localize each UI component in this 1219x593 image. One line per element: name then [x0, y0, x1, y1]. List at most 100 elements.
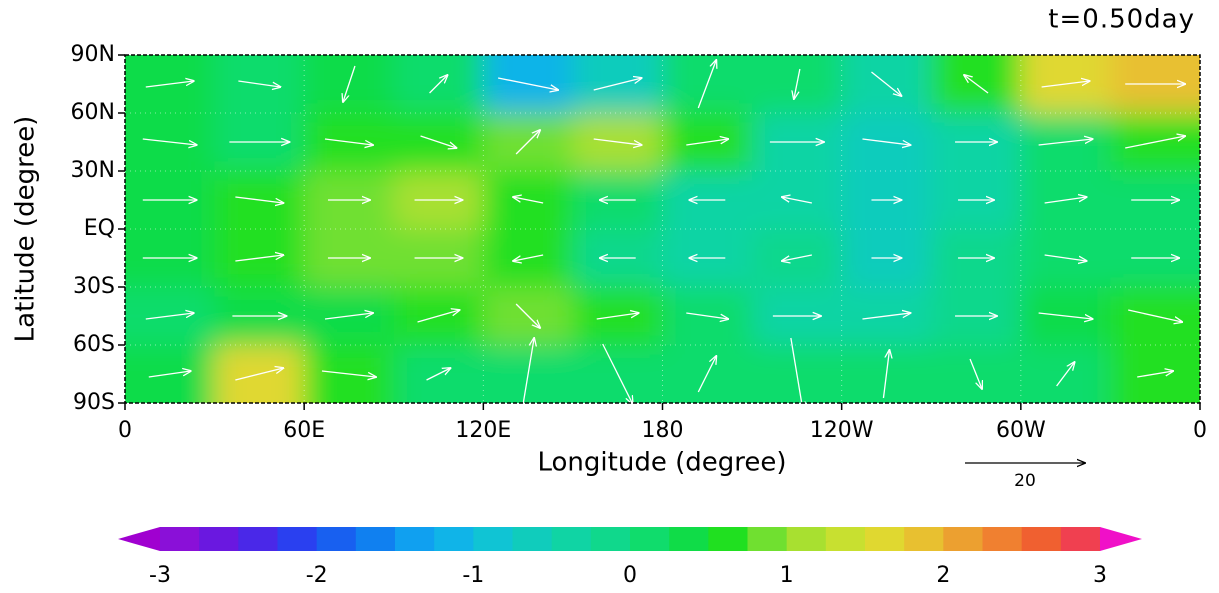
y-tick-label: EQ: [84, 216, 115, 241]
field-cell: [1110, 55, 1200, 113]
y-tick-label: 30S: [73, 274, 115, 299]
colorbar-segment: [786, 527, 827, 551]
colorbar-segment: [904, 527, 944, 551]
colorbar-segment: [708, 527, 748, 551]
x-tick-label: 180: [642, 418, 684, 443]
x-axis-label: Longitude (degree): [538, 448, 787, 478]
colorbar-segment: [747, 527, 788, 551]
wind-vector: [871, 71, 901, 96]
wind-vector: [593, 78, 642, 91]
wind-vector: [1041, 81, 1090, 88]
y-axis-label: Latitude (degree): [11, 116, 41, 343]
colorbar-segment: [316, 527, 357, 551]
wind-vector: [862, 313, 910, 320]
wind-vector: [790, 337, 803, 403]
colorbar-tick-label: -2: [306, 563, 328, 588]
colorbar-tick-label: 1: [780, 563, 794, 588]
colorbar-segment: [943, 527, 983, 551]
colorbar-segment: [1021, 527, 1062, 551]
wind-vector: [686, 312, 728, 319]
x-tick-label: 120W: [810, 418, 874, 443]
wind-vector: [794, 68, 801, 99]
colorbar-segment: [395, 527, 435, 551]
wind-vector: [602, 343, 633, 403]
wind-vector: [882, 350, 889, 399]
wind-vector: [324, 313, 373, 320]
wind-vector: [321, 370, 376, 377]
colorbar-segment: [512, 527, 553, 551]
wind-vector: [686, 139, 728, 146]
wind-vector: [420, 135, 457, 148]
colorbar-segment: [630, 527, 670, 551]
wind-vector: [862, 138, 910, 145]
wind-vector: [782, 197, 813, 204]
x-tick-label: 60W: [996, 418, 1046, 443]
field-cell: [1020, 55, 1111, 113]
wind-vector: [515, 303, 540, 328]
wind-vector: [1137, 371, 1173, 378]
colorbar-segment: [473, 527, 513, 551]
x-tick-label: 0: [1193, 418, 1207, 443]
colorbar-segment: [865, 527, 905, 551]
y-tick-label: 60N: [71, 100, 115, 125]
field-cell: [662, 55, 753, 113]
chart-title: t=0.50day: [1048, 5, 1195, 35]
colorbar-segment: [982, 527, 1023, 551]
x-tick-label: 120E: [455, 418, 511, 443]
colorbar-tick-label: 0: [623, 563, 637, 588]
field-cell: [931, 55, 1021, 113]
field-cell: [393, 55, 484, 113]
y-tick-label: 60S: [73, 332, 115, 357]
colorbar-segment: [434, 527, 474, 551]
wind-vector: [145, 313, 194, 320]
colorbar-tick-label: -1: [462, 563, 484, 588]
field-cell: [214, 55, 305, 113]
wind-vector: [235, 255, 283, 262]
wind-vector: [522, 338, 534, 403]
wind-vector: [1038, 139, 1093, 146]
colorbar-tick-label: -3: [149, 563, 171, 588]
wind-vector: [964, 75, 989, 94]
colorbar-extend: [1100, 527, 1142, 551]
wind-vector: [417, 310, 460, 323]
y-tick-label: 90S: [73, 390, 115, 415]
y-tick-label: 90N: [71, 42, 115, 67]
colorbar-extend: [118, 527, 160, 551]
wind-vector: [513, 197, 544, 204]
wind-vector: [1125, 136, 1185, 149]
colorbar-segment: [238, 527, 278, 551]
wind-vector: [1128, 309, 1182, 322]
wind-vector: [426, 368, 451, 381]
y-tick-label: 30N: [71, 158, 115, 183]
wind-vector: [429, 75, 448, 94]
wind-vector: [497, 77, 558, 90]
colorbar-segment: [825, 527, 866, 551]
wind-vector: [238, 80, 280, 87]
reference-label: 20: [1014, 471, 1036, 491]
wind-vector: [593, 138, 642, 145]
wind-vector: [969, 358, 982, 389]
wind-vector: [697, 356, 716, 393]
wind-vector: [596, 313, 639, 320]
wind-vector: [1044, 197, 1087, 204]
wind-vector: [142, 138, 197, 145]
colorbar-segment: [1060, 527, 1101, 551]
field-cell: [752, 55, 842, 113]
colorbar-tick-label: 2: [936, 563, 950, 588]
wind-vector: [515, 130, 540, 155]
field-cell: [304, 55, 394, 113]
field-cell: [483, 55, 573, 113]
colorbar-segment: [551, 527, 592, 551]
colorbar-tick-label: 3: [1093, 563, 1107, 588]
x-tick-label: 60E: [283, 418, 325, 443]
wind-vector: [513, 254, 544, 261]
wind-vector: [1038, 312, 1093, 319]
wind-vector: [235, 196, 283, 203]
colorbar-segment: [160, 527, 200, 551]
wind-vector: [235, 368, 283, 381]
colorbar-segment: [277, 527, 318, 551]
wind-vector: [697, 60, 716, 109]
colorbar-segment: [199, 527, 239, 551]
wind-vector: [343, 65, 356, 102]
